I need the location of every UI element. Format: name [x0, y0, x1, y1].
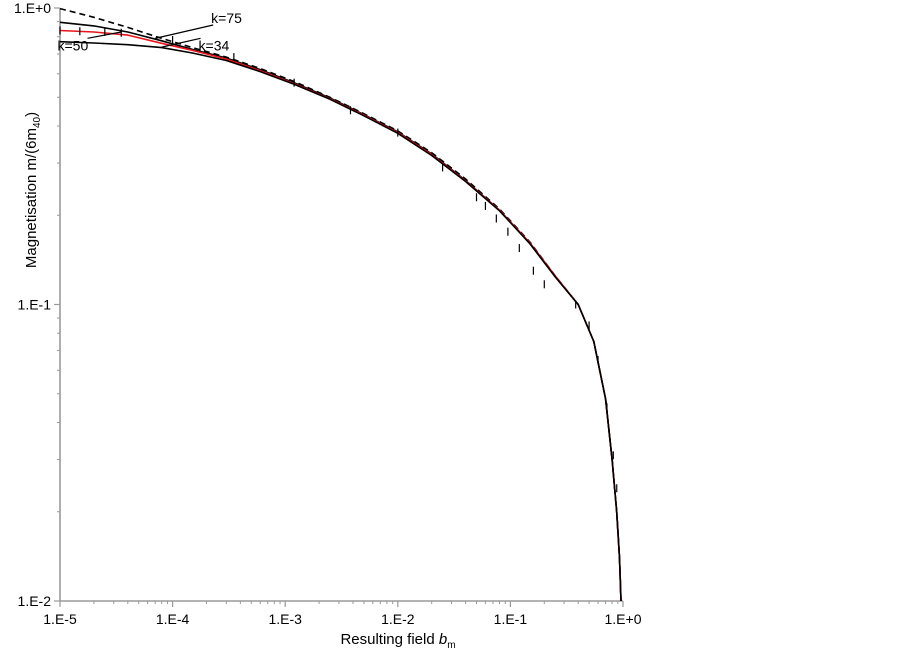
x-tick-label: 1.E-3 — [268, 611, 302, 627]
annotations: k=75 k=50 k=34 — [57, 10, 242, 53]
series-markers — [59, 26, 618, 493]
annotation-pointer — [161, 37, 201, 48]
x-tick-label: 1.E+0 — [605, 611, 642, 627]
y-axis-title: Magnetisation m/(6m40) — [23, 112, 43, 268]
y-tick-label: 1.E+0 — [14, 0, 51, 16]
annotation-label: k=50 — [57, 37, 88, 53]
series-line-k34 — [59, 40, 622, 602]
series-line-k75 — [59, 21, 622, 602]
x-tick-label: 1.E-5 — [43, 611, 77, 627]
x-axis-ticks: 1.E-5 1.E-4 1.E-3 1.E-2 1.E-1 1.E+0 — [43, 601, 642, 627]
series-line-k50 — [59, 29, 622, 602]
x-tick-label: 1.E-1 — [494, 611, 528, 627]
annotation-label: k=34 — [199, 37, 230, 53]
annotation-pointer — [87, 31, 122, 39]
x-tick-label: 1.E-2 — [381, 611, 415, 627]
y-tick-label: 1.E-2 — [18, 593, 52, 609]
y-axis-ticks: 1.E-2 1.E-1 1.E+0 — [14, 0, 60, 609]
y-tick-label: 1.E-1 — [18, 297, 52, 313]
x-axis-title: Resulting field bm — [340, 631, 455, 651]
series-line-dashed — [59, 7, 622, 602]
axes — [59, 8, 623, 602]
x-tick-label: 1.E-4 — [156, 611, 190, 627]
annotation-label: k=75 — [211, 10, 242, 26]
annotation-pointer — [155, 24, 214, 39]
series-lines — [59, 7, 622, 602]
